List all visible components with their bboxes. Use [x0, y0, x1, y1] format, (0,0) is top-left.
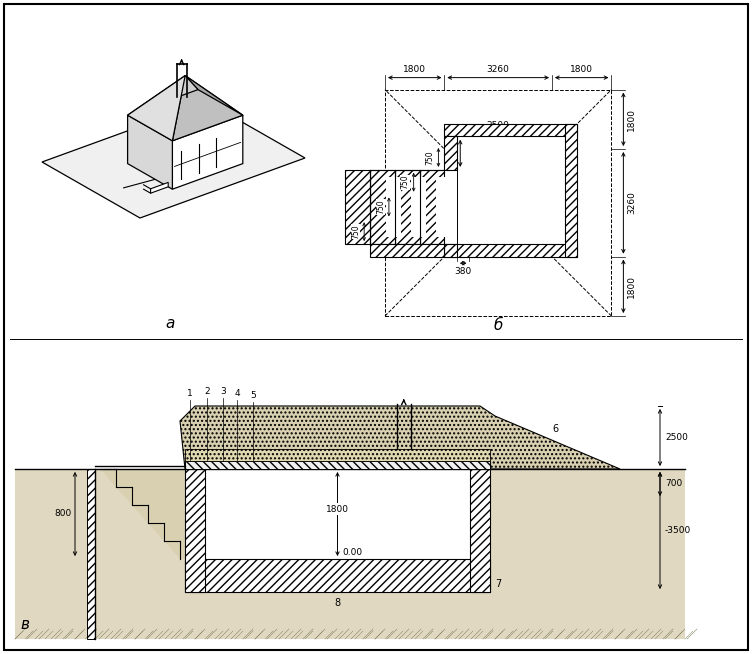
Bar	[185, 449, 490, 461]
Text: 1: 1	[187, 389, 193, 398]
Bar	[387, 177, 401, 237]
Bar	[205, 469, 470, 559]
Polygon shape	[100, 469, 185, 559]
Text: 1800: 1800	[326, 504, 349, 513]
Text: 750: 750	[426, 150, 435, 165]
Bar	[185, 461, 490, 469]
Text: б: б	[493, 318, 503, 334]
Text: 750: 750	[351, 224, 360, 239]
Text: -3500: -3500	[665, 526, 691, 535]
Bar	[411, 177, 426, 237]
Text: 2500: 2500	[665, 433, 688, 442]
Text: 1800: 1800	[627, 108, 636, 131]
Text: 5: 5	[250, 391, 256, 400]
Bar	[15, 469, 685, 639]
Bar	[444, 137, 457, 170]
Bar	[370, 170, 395, 244]
Bar	[345, 170, 370, 244]
Polygon shape	[128, 76, 185, 141]
Text: 700: 700	[665, 479, 682, 489]
Polygon shape	[172, 115, 243, 189]
Bar	[457, 137, 565, 244]
Bar	[470, 461, 490, 592]
Text: 2500: 2500	[487, 121, 510, 130]
Text: 750: 750	[401, 175, 410, 190]
Bar	[185, 461, 205, 592]
Bar	[436, 177, 450, 237]
Bar	[185, 559, 490, 592]
Text: 800: 800	[55, 509, 72, 519]
Text: 0.00: 0.00	[342, 548, 362, 557]
Text: 7: 7	[495, 579, 501, 589]
Text: 3260: 3260	[627, 192, 636, 215]
Text: 6: 6	[552, 424, 558, 434]
Text: 380: 380	[455, 267, 472, 276]
Polygon shape	[185, 76, 243, 115]
Polygon shape	[128, 76, 198, 115]
Bar	[370, 244, 444, 256]
Text: в: в	[20, 617, 29, 632]
Text: a: a	[165, 317, 174, 332]
Bar	[87, 469, 95, 639]
Text: 3260: 3260	[487, 65, 510, 74]
Text: 750: 750	[376, 199, 385, 215]
Text: 8: 8	[334, 598, 340, 608]
Polygon shape	[180, 406, 620, 469]
Bar	[444, 244, 577, 256]
Bar	[444, 244, 457, 256]
Text: 3: 3	[220, 387, 226, 396]
Polygon shape	[150, 182, 168, 193]
Bar	[395, 170, 420, 244]
Polygon shape	[42, 102, 305, 218]
Bar	[420, 170, 444, 244]
Text: 2: 2	[205, 387, 210, 396]
Bar	[444, 124, 577, 137]
Text: 1800: 1800	[627, 275, 636, 298]
Text: 1800: 1800	[403, 65, 426, 74]
Text: 1000: 1000	[446, 142, 455, 165]
Bar	[565, 124, 577, 256]
Polygon shape	[172, 76, 243, 141]
Text: 4: 4	[234, 389, 240, 398]
Text: 1800: 1800	[570, 65, 593, 74]
Polygon shape	[128, 115, 172, 189]
